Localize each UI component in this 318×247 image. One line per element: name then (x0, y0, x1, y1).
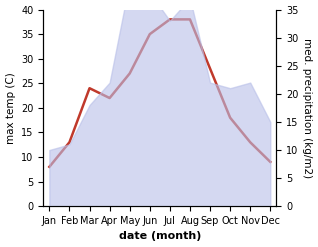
Y-axis label: med. precipitation (kg/m2): med. precipitation (kg/m2) (302, 38, 313, 178)
Y-axis label: max temp (C): max temp (C) (5, 72, 16, 144)
X-axis label: date (month): date (month) (119, 231, 201, 242)
